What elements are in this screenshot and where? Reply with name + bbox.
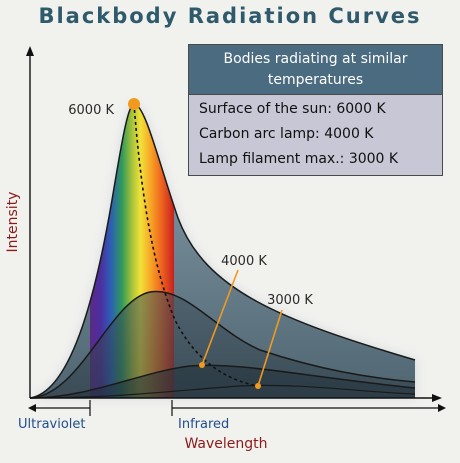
legend-heading: Bodies radiating at similar temperatures bbox=[189, 45, 442, 94]
x-axis-arrow bbox=[432, 394, 442, 402]
peak-marker-6000k bbox=[128, 98, 140, 110]
curve-3000k-area bbox=[30, 365, 415, 398]
curve-3000k-line bbox=[29, 364, 416, 399]
y-axis-label: Intensity bbox=[5, 192, 21, 253]
ultraviolet-label: Ultraviolet bbox=[18, 417, 86, 432]
leader-4000k bbox=[201, 269, 239, 366]
legend-rows: Surface of the sun: 6000 K Carbon arc la… bbox=[189, 94, 442, 175]
peak-shift-dashed-line bbox=[133, 103, 259, 387]
legend-row-arc-lamp: Carbon arc lamp: 4000 K bbox=[199, 126, 374, 142]
curve-4000k-line bbox=[29, 290, 416, 399]
ultraviolet-arrowhead bbox=[28, 404, 36, 412]
legend-box: Bodies radiating at similar temperatures… bbox=[188, 44, 443, 176]
label-3000k: 3000 K bbox=[267, 293, 313, 308]
curve-4000k-area bbox=[30, 291, 415, 398]
legend-row-sun: Surface of the sun: 6000 K bbox=[199, 101, 386, 117]
y-axis-arrow bbox=[26, 46, 34, 56]
leader-3000k bbox=[257, 309, 283, 387]
x-axis-label: Wavelength bbox=[184, 436, 267, 452]
label-4000k: 4000 K bbox=[221, 254, 267, 269]
peak-marker-3000k bbox=[255, 383, 261, 389]
legend-row-filament: Lamp filament max.: 3000 K bbox=[199, 151, 399, 167]
label-6000k: 6000 K bbox=[68, 103, 114, 118]
infrared-arrowhead bbox=[438, 404, 446, 412]
diagram-title: Blackbody Radiation Curves bbox=[38, 4, 422, 28]
infrared-label: Infrared bbox=[178, 417, 229, 432]
peak-marker-4000k bbox=[199, 362, 205, 368]
curve-low-line bbox=[29, 384, 416, 399]
